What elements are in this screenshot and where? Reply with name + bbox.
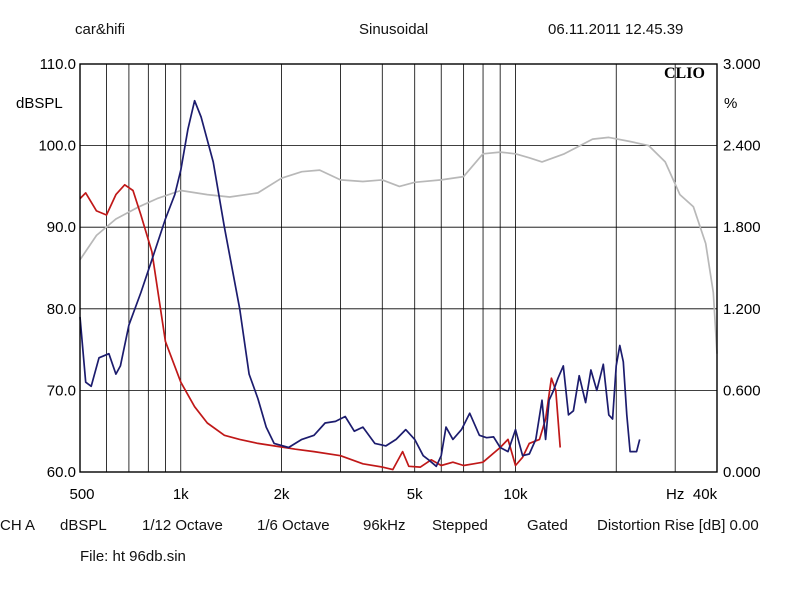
y-tick-label-right: 0.000 <box>723 464 761 481</box>
footer-rate: 96kHz <box>363 517 406 534</box>
footer-channel: CH A <box>0 517 36 534</box>
header-datetime: 06.11.2011 12.45.39 <box>548 21 684 38</box>
x-tick-label: 5k <box>407 486 423 503</box>
grid <box>80 64 717 472</box>
footer-sweep: Stepped <box>432 517 488 534</box>
y-tick-label-right: 2.400 <box>723 138 761 155</box>
y-tick-label-right: 1.800 <box>723 219 761 236</box>
footer-window: Gated <box>527 517 568 534</box>
footer-unit: dBSPL <box>60 517 107 534</box>
y-tick-label-right: 1.200 <box>723 301 761 318</box>
plot-frame <box>79 63 718 473</box>
tick-labels: 60.0 70.0 80.0 90.0 100.0 110.0 0.000 0.600 1.20… <box>38 56 760 503</box>
y-tick-label-left: 100.0 <box>38 138 76 155</box>
y-tick-label-right: 0.600 <box>723 382 761 399</box>
series-group <box>79 99 718 471</box>
y-axis-label-left: dBSPL <box>16 95 63 112</box>
y-tick-label-left: 70.0 <box>47 382 76 399</box>
x-tick-label: 40k <box>693 486 718 503</box>
series-line-1 <box>79 136 718 354</box>
series-line-3 <box>79 99 641 468</box>
y-tick-label-left: 90.0 <box>47 219 76 236</box>
x-tick-label: 500 <box>69 486 94 503</box>
footer-smoothing-2: 1/6 Octave <box>257 517 330 534</box>
x-tick-label: 10k <box>503 486 528 503</box>
footer-smoothing-1: 1/12 Octave <box>142 517 223 534</box>
header-mode: Sinusoidal <box>359 21 429 38</box>
x-tick-label: 2k <box>274 486 290 503</box>
clio-logo: CLIO <box>664 65 705 82</box>
header-brand: car&hifi <box>75 21 126 38</box>
x-tick-label: Hz <box>666 486 684 503</box>
y-axis-label-right: % <box>724 95 737 112</box>
y-tick-label-left: 60.0 <box>47 464 76 481</box>
footer-file: File: ht 96db.sin <box>80 548 186 565</box>
x-tick-label: 1k <box>173 486 189 503</box>
footer-distortion: Distortion Rise [dB] 0.00 <box>597 517 759 534</box>
y-tick-label-left: 110.0 <box>40 56 76 73</box>
series-line-2 <box>79 183 562 471</box>
y-tick-label-right: 3.000 <box>723 56 761 73</box>
y-tick-label-left: 80.0 <box>47 301 76 318</box>
